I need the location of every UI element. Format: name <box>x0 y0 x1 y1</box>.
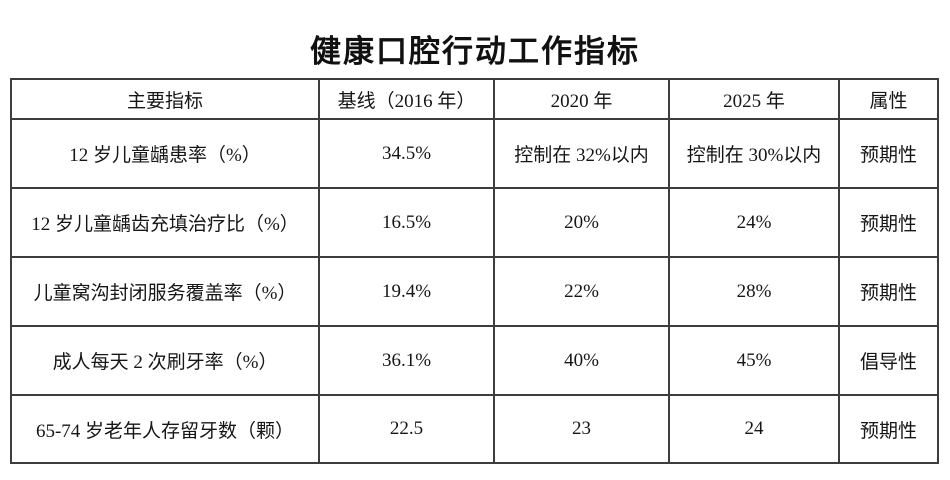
cell-2025: 28% <box>668 256 840 327</box>
cell-2025: 24% <box>668 187 840 258</box>
indicators-table: 主要指标 基线（2016 年） 2020 年 2025 年 属性 12 岁儿童龋… <box>10 78 939 464</box>
table-row: 12 岁儿童龋齿充填治疗比（%） 16.5% 20% 24% 预期性 <box>10 187 939 258</box>
page-title: 健康口腔行动工作指标 <box>310 34 640 69</box>
cell-2025: 24 <box>668 394 840 464</box>
cell-baseline: 22.5 <box>318 394 495 464</box>
table-row: 12 岁儿童龋患率（%） 34.5% 控制在 32%以内 控制在 30%以内 预… <box>10 118 939 189</box>
header-baseline-2016: 基线（2016 年） <box>318 78 495 120</box>
table-row: 儿童窝沟封闭服务覆盖率（%） 19.4% 22% 28% 预期性 <box>10 256 939 327</box>
header-year-2025: 2025 年 <box>668 78 840 120</box>
cell-2025: 45% <box>668 325 840 396</box>
cell-attribute: 倡导性 <box>838 325 939 396</box>
cell-attribute: 预期性 <box>838 187 939 258</box>
cell-attribute: 预期性 <box>838 118 939 189</box>
table-row: 成人每天 2 次刷牙率（%） 36.1% 40% 45% 倡导性 <box>10 325 939 396</box>
cell-baseline: 36.1% <box>318 325 495 396</box>
cell-baseline: 16.5% <box>318 187 495 258</box>
cell-2020: 20% <box>493 187 670 258</box>
table-row: 65-74 岁老年人存留牙数（颗） 22.5 23 24 预期性 <box>10 394 939 464</box>
cell-indicator: 成人每天 2 次刷牙率（%） <box>10 325 320 396</box>
cell-indicator: 12 岁儿童龋齿充填治疗比（%） <box>10 187 320 258</box>
cell-2020: 22% <box>493 256 670 327</box>
cell-2025: 控制在 30%以内 <box>668 118 840 189</box>
cell-2020: 40% <box>493 325 670 396</box>
cell-2020: 23 <box>493 394 670 464</box>
cell-indicator: 65-74 岁老年人存留牙数（颗） <box>10 394 320 464</box>
cell-indicator: 12 岁儿童龋患率（%） <box>10 118 320 189</box>
cell-baseline: 34.5% <box>318 118 495 189</box>
header-attribute: 属性 <box>838 78 939 120</box>
cell-2020: 控制在 32%以内 <box>493 118 670 189</box>
cell-indicator: 儿童窝沟封闭服务覆盖率（%） <box>10 256 320 327</box>
table-header-row: 主要指标 基线（2016 年） 2020 年 2025 年 属性 <box>10 78 939 120</box>
cell-attribute: 预期性 <box>838 256 939 327</box>
header-year-2020: 2020 年 <box>493 78 670 120</box>
cell-attribute: 预期性 <box>838 394 939 464</box>
header-main-indicator: 主要指标 <box>10 78 320 120</box>
cell-baseline: 19.4% <box>318 256 495 327</box>
